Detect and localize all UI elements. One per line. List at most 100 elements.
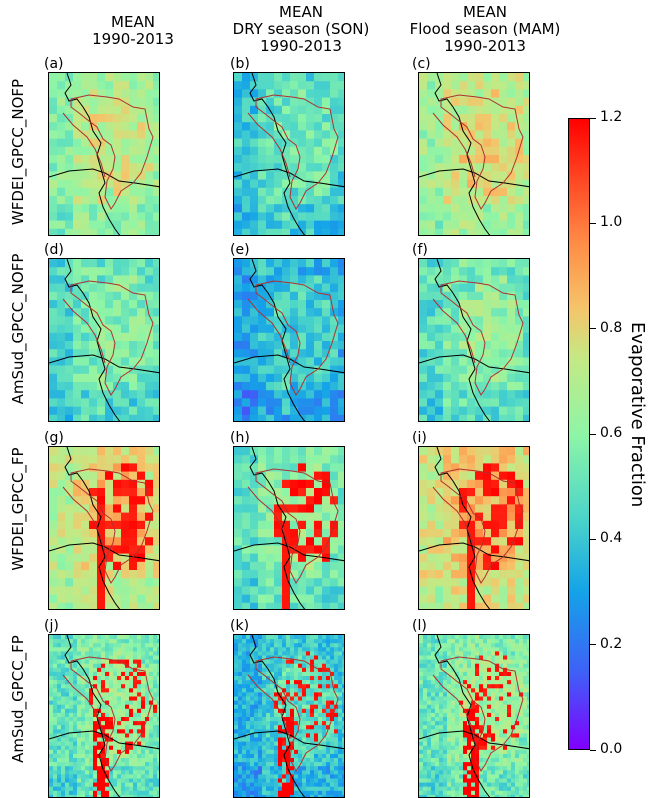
heatmap-cell	[451, 89, 460, 98]
heatmap-cell	[499, 406, 508, 416]
heatmap-cell	[234, 766, 239, 771]
heatmap-cell	[483, 373, 492, 383]
heatmap-cell	[330, 228, 339, 235]
heatmap-cell	[234, 212, 243, 221]
heatmap-cell	[298, 365, 307, 375]
heatmap-cell	[73, 130, 82, 139]
heatmap-cell	[435, 529, 444, 538]
heatmap-cell	[85, 741, 90, 746]
heatmap-cell	[242, 398, 251, 407]
heatmap-cell	[282, 717, 287, 722]
heatmap-cell	[65, 753, 70, 759]
heatmap-cell	[242, 790, 247, 796]
heatmap-cell	[250, 708, 255, 714]
heatmap-cell	[57, 766, 62, 771]
heatmap-cell	[73, 316, 82, 325]
heatmap-cell	[234, 479, 243, 489]
heatmap-cell	[246, 725, 251, 730]
heatmap-cell	[475, 504, 484, 513]
heatmap-cell	[306, 300, 315, 309]
heatmap-cell	[274, 700, 279, 705]
heatmap-cell	[443, 504, 452, 513]
heatmap-cell	[298, 741, 303, 746]
heatmap-cell	[314, 332, 323, 342]
heatmap-cell	[234, 594, 243, 604]
heatmap-cell	[246, 700, 251, 705]
heatmap-cell	[81, 647, 86, 652]
heatmap-cell	[49, 758, 54, 763]
heatmap-cell	[85, 659, 90, 664]
heatmap-cell	[81, 463, 90, 472]
heatmap-cell	[97, 553, 106, 563]
heatmap-cell	[234, 204, 243, 213]
heatmap-cell	[109, 762, 114, 767]
heatmap-cell	[302, 700, 307, 705]
heatmap-cell	[270, 700, 275, 705]
heatmap-cell	[57, 316, 66, 325]
heatmap-cell	[242, 283, 251, 293]
heatmap-cell	[258, 398, 267, 407]
heatmap-cell	[282, 774, 287, 779]
heatmap-cell	[65, 414, 74, 421]
heatmap-cell	[61, 651, 66, 656]
heatmap-cell	[282, 471, 291, 481]
heatmap-cell	[491, 300, 500, 309]
heatmap-cell	[507, 155, 516, 164]
heatmap-cell	[266, 639, 271, 644]
heatmap-cell	[491, 220, 500, 230]
heatmap-cell	[419, 308, 428, 317]
heatmap-cell	[459, 365, 468, 375]
heatmap-cell	[49, 753, 54, 759]
heatmap-cell	[455, 647, 460, 652]
heatmap-cell	[262, 696, 267, 701]
heatmap-cell	[121, 721, 126, 726]
heatmap-cell	[258, 365, 267, 375]
heatmap-cell	[342, 651, 344, 656]
heatmap-cell	[129, 704, 134, 710]
heatmap-cell	[467, 398, 476, 407]
heatmap-cell	[294, 745, 299, 751]
heatmap-cell	[459, 643, 464, 648]
heatmap-cell	[318, 729, 323, 734]
heatmap-cell	[459, 520, 468, 530]
heatmap-cell	[451, 171, 460, 180]
heatmap-cell	[121, 602, 130, 609]
heatmap-cell	[266, 545, 275, 554]
heatmap-cell	[330, 130, 339, 139]
heatmap-cell	[266, 447, 275, 456]
heatmap-cell	[419, 529, 428, 538]
heatmap-cell	[334, 753, 339, 759]
heatmap-cell	[451, 73, 460, 82]
heatmap-cell	[435, 537, 444, 546]
heatmap-cell	[57, 655, 62, 660]
heatmap-cell	[242, 680, 247, 685]
heatmap-cell	[97, 561, 106, 571]
heatmap-cell	[133, 643, 138, 648]
heatmap-cell	[65, 332, 74, 342]
heatmap-cell	[314, 786, 319, 792]
heatmap-cell	[157, 733, 159, 738]
heatmap-cell	[93, 684, 98, 689]
heatmap-cell	[278, 663, 283, 669]
heatmap-cell	[286, 749, 291, 755]
heatmap-cell	[314, 529, 323, 538]
heatmap-cell	[322, 594, 331, 604]
heatmap-cell	[290, 73, 299, 82]
heatmap-cell	[322, 479, 331, 489]
heatmap-cell	[266, 455, 275, 464]
heatmap-cell	[467, 594, 476, 604]
heatmap-cell	[342, 778, 344, 783]
heatmap-cell	[427, 520, 436, 530]
heatmap-cell	[49, 725, 54, 730]
heatmap-cell	[250, 721, 255, 726]
heatmap-cell	[282, 97, 291, 107]
heatmap-cell	[298, 774, 303, 779]
basin-outline	[432, 486, 476, 552]
heatmap-cell	[89, 341, 98, 350]
heatmap-cell	[467, 187, 476, 197]
heatmap-cell	[515, 291, 524, 301]
heatmap-cell	[419, 114, 428, 123]
heatmap-cell	[77, 745, 82, 751]
heatmap-cell	[467, 520, 476, 530]
heatmap-cell	[242, 228, 251, 235]
